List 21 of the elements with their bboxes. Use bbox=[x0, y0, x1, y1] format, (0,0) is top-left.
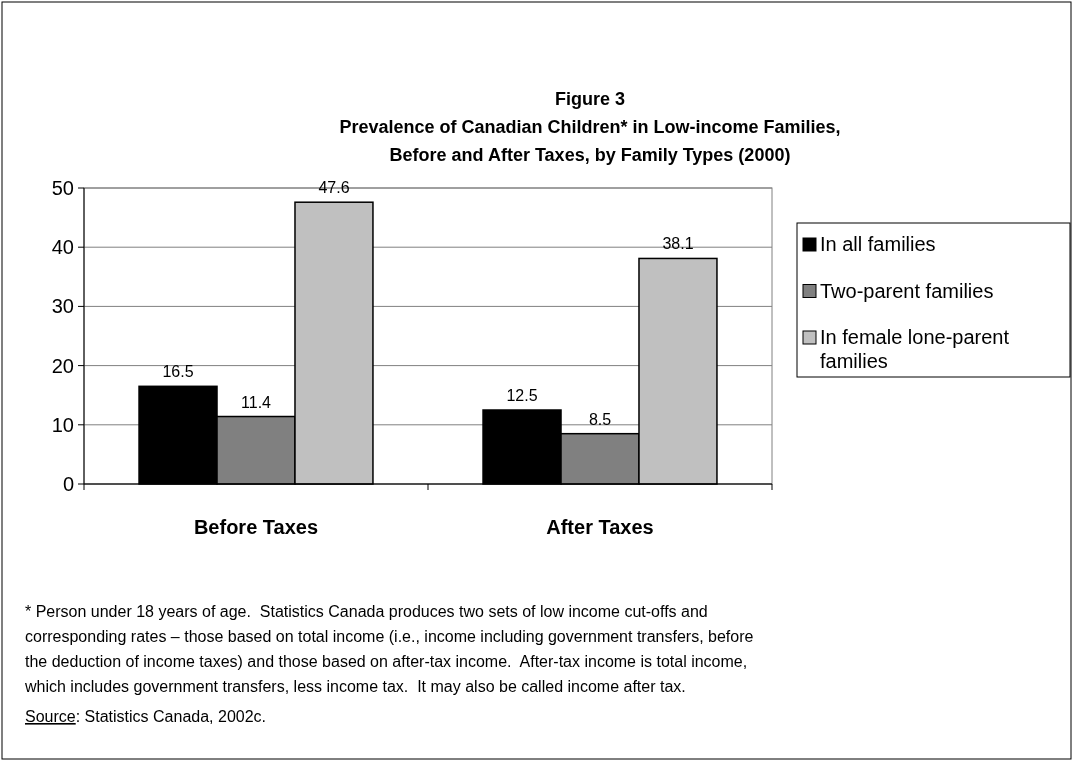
data-label: 16.5 bbox=[162, 363, 194, 381]
data-label: 11.4 bbox=[241, 393, 272, 411]
data-label: 8.5 bbox=[588, 410, 612, 428]
y-tick-label: 40 bbox=[51, 236, 74, 259]
chart-title: Figure 3 bbox=[554, 89, 626, 109]
data-label: 38.1 bbox=[662, 235, 694, 253]
source-note: Source: Statistics Canada, 2002c. bbox=[25, 708, 267, 725]
y-tick-label: 30 bbox=[51, 295, 74, 318]
y-tick-label: 0 bbox=[62, 473, 74, 495]
legend-label: Two-parent families bbox=[820, 279, 994, 302]
y-tick-label: 10 bbox=[51, 413, 74, 436]
y-tick-label: 20 bbox=[51, 354, 74, 377]
chart-subtitle: Prevalence of Canadian Children* in Low-income Families, Before and After Taxes, by Family Types (2000) bbox=[339, 117, 841, 165]
data-label: 47.6 bbox=[318, 179, 350, 197]
x-tick-label: Before Taxes bbox=[193, 516, 319, 538]
legend-label: In female lone-parent families bbox=[820, 326, 1010, 372]
y-tick-label: 50 bbox=[51, 177, 74, 199]
text: * Person under 18 years of age. Statistics Canada produces two sets of low income cut-offs and corresponding rates – those based on total income (i.e., income including government transfers, before the deduction of income taxes) and those based on after-tax income. After-tax income is total income, which includes government transfers, less income tax. It may also be called income after tax. bbox=[24, 603, 754, 695]
x-tick-label: After Taxes bbox=[546, 516, 654, 538]
legend-label: In all families bbox=[820, 233, 936, 255]
data-label: 12.5 bbox=[506, 387, 538, 404]
